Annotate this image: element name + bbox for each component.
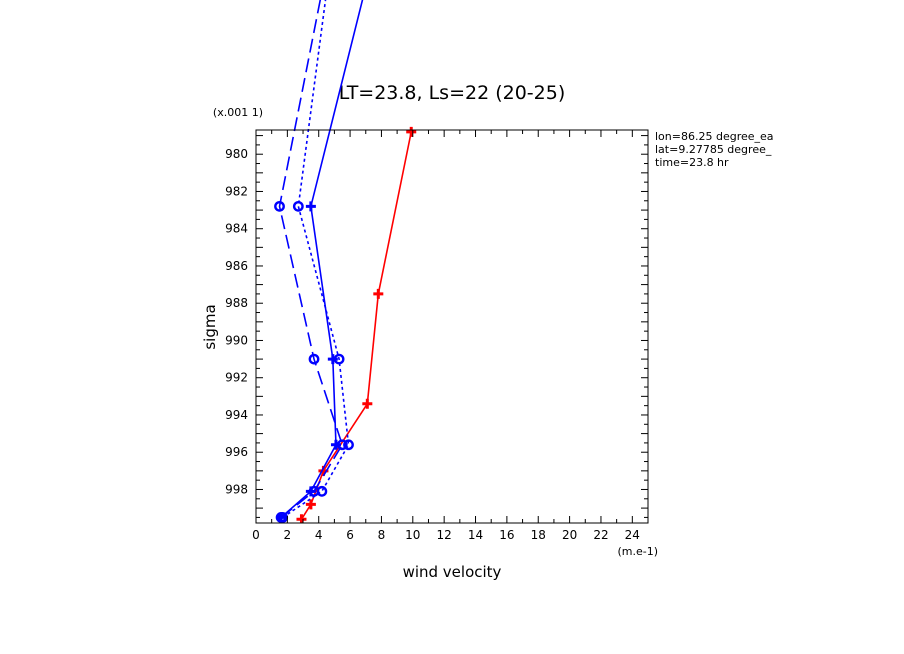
series-point [292, 200, 304, 212]
y-tick-label: 992 [225, 371, 248, 385]
x-tick-label: 18 [531, 528, 546, 542]
y-tick-label: 980 [225, 147, 248, 161]
series-point [305, 499, 316, 510]
y-axis-title: sigma [201, 304, 219, 349]
y-tick-label: 988 [225, 296, 248, 310]
annotation-time: time=23.8 hr [655, 156, 729, 169]
x-tick-label: 24 [625, 528, 640, 542]
series-point [277, 512, 289, 523]
y-axis: 980 982 984 986 988 990 992 994 996 998 [225, 135, 648, 518]
series-point [327, 354, 338, 365]
series-point [330, 439, 341, 450]
x-tick-label: 10 [405, 528, 420, 542]
plot-frame [255, 129, 649, 524]
series-line [278, 0, 344, 519]
series-point [333, 353, 345, 365]
x-axis: 0 2 4 6 8 10 12 14 16 18 20 22 24 [252, 130, 649, 542]
y-tick-label: 996 [225, 445, 248, 459]
x-tick-label: 20 [562, 528, 577, 542]
series-line [280, 0, 364, 519]
series-point [343, 439, 354, 451]
x-tick-label: 14 [468, 528, 483, 542]
y-tick-label: 994 [225, 408, 248, 422]
x-scale-note: (m.e-1) [617, 545, 658, 558]
chart-title: LT=23.8, Ls=22 (20-25) [339, 82, 566, 104]
x-tick-label: 8 [378, 528, 386, 542]
x-tick-label: 16 [499, 528, 514, 542]
x-tick-label: 22 [593, 528, 608, 542]
y-tick-label: 998 [225, 482, 248, 496]
series-point [373, 288, 384, 299]
series-point [274, 200, 285, 212]
series-point [406, 126, 417, 137]
annotation-lon: lon=86.25 degree_ea [655, 130, 774, 143]
series-point [305, 201, 316, 212]
annotation-lat: lat=9.27785 degree_ [655, 143, 772, 156]
x-tick-label: 2 [284, 528, 292, 542]
y-tick-label: 986 [225, 259, 248, 273]
x-tick-label: 12 [437, 528, 452, 542]
y-tick-label: 984 [225, 222, 248, 236]
series-point [336, 439, 348, 451]
series-line [300, 131, 413, 520]
series-point [316, 485, 328, 497]
x-axis-title: wind velocity [403, 563, 502, 581]
series-point [362, 398, 373, 409]
y-tick-label: 990 [225, 333, 248, 347]
series-point [308, 353, 320, 365]
x-tick-label: 6 [346, 528, 354, 542]
x-tick-label: 0 [252, 528, 260, 542]
y-tick-label: 982 [225, 184, 248, 198]
series-line [282, 0, 350, 519]
x-tick-label: 4 [315, 528, 323, 542]
y-scale-note: (x.001 1) [213, 106, 263, 119]
